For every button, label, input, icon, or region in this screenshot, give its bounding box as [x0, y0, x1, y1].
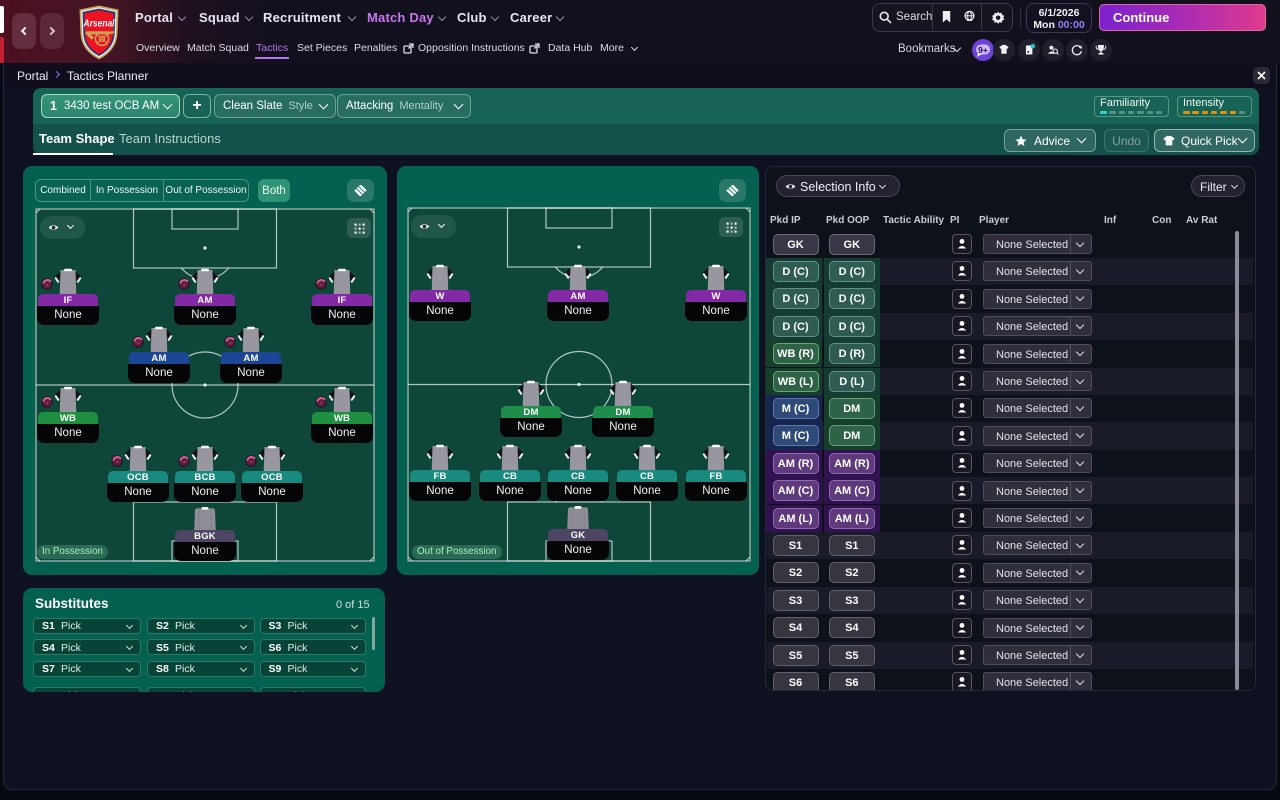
svg-text:Arsenal: Arsenal [83, 19, 115, 30]
svg-text:9+: 9+ [978, 45, 988, 55]
